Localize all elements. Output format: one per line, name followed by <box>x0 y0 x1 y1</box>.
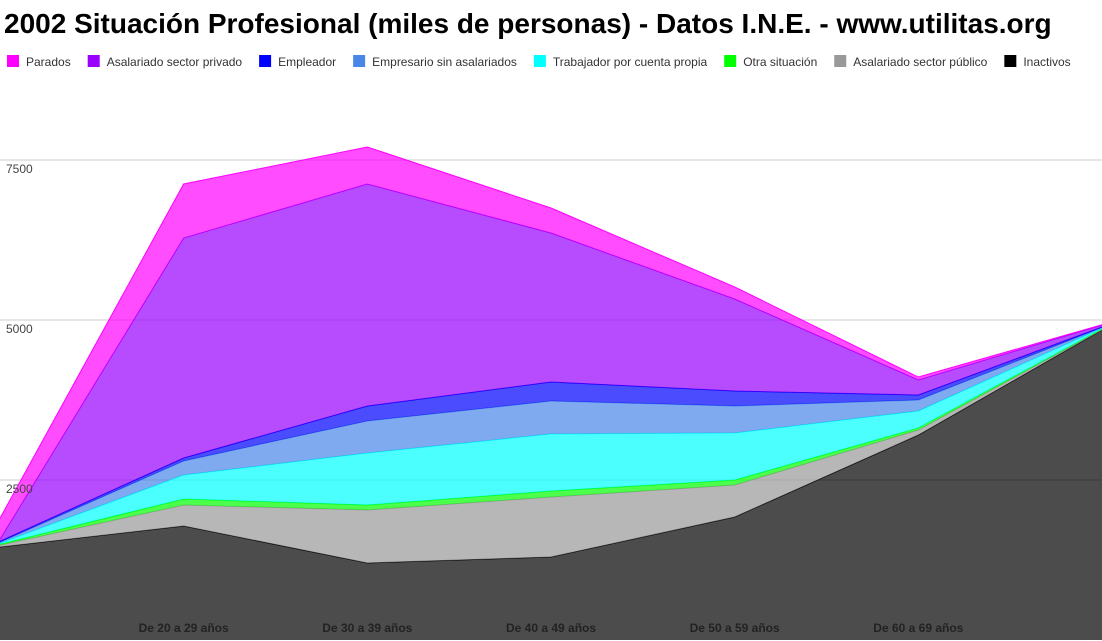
legend-swatch <box>7 55 19 67</box>
x-tick-label: De 40 a 49 años <box>506 621 596 635</box>
area <box>0 329 1102 640</box>
legend-swatch <box>87 55 100 67</box>
area <box>0 328 1102 545</box>
legend-swatch <box>533 55 546 67</box>
y-tick-label: 5000 <box>6 322 33 336</box>
legend-swatch <box>1004 55 1017 67</box>
area <box>0 184 1102 542</box>
area <box>0 329 1102 564</box>
x-tick-label: De 50 a 59 años <box>690 621 780 635</box>
x-tick-label: De 60 a 69 años <box>873 621 963 635</box>
legend-label: Otra situación <box>743 55 817 69</box>
legend-label: Parados <box>26 55 71 69</box>
area-line <box>0 146 1102 519</box>
y-tick-label: 7500 <box>6 162 33 176</box>
legend-swatch <box>353 55 366 67</box>
legend-label: Asalariado sector público <box>853 55 987 69</box>
chart-title: 2002 Situación Profesional (miles de per… <box>4 8 1052 39</box>
legend-label: Empleador <box>278 55 336 69</box>
legend: Parados Asalariado sector privado Empleado… <box>7 55 1071 69</box>
legend-label: Empresario sin asalariados <box>372 55 517 69</box>
legend-label: Asalariado sector privado <box>107 55 243 69</box>
legend-label: Trabajador por cuenta propia <box>553 55 708 69</box>
legend-label: Inactivos <box>1023 55 1070 69</box>
legend-swatch <box>834 55 847 67</box>
legend-swatch <box>259 55 272 67</box>
area <box>0 147 1102 540</box>
x-tick-label: De 30 a 39 años <box>322 621 412 635</box>
legend-swatch <box>724 55 737 67</box>
y-tick-label: 2500 <box>6 482 33 496</box>
plot-area: 2500 5000 7500 De 20 a 29 años De 30 a 39 añ… <box>0 146 1102 640</box>
x-tick-label: De 20 a 29 años <box>139 621 229 635</box>
